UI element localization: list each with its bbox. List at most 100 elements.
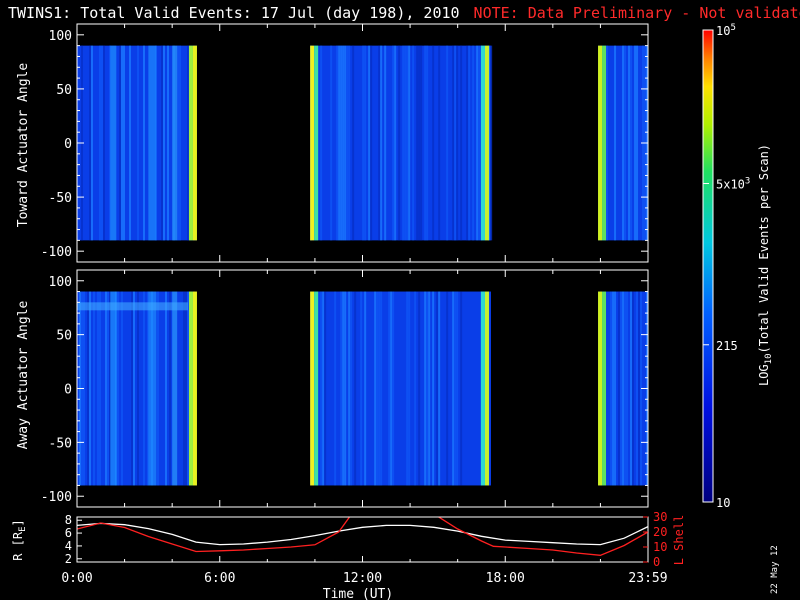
heatmap-stripe (424, 45, 427, 241)
heatmap-stripe (432, 291, 435, 486)
heatmap-stripe (165, 291, 167, 486)
heatmap-stripe (334, 291, 337, 486)
heatmap-stripe (121, 291, 123, 486)
toward-angle-ylabel: Toward Actuator Angle (16, 63, 31, 228)
heatmap-stripe (468, 45, 471, 241)
heatmap-stripe (466, 45, 469, 241)
heatmap-stripe (163, 45, 165, 241)
lshell-ylabel: L Shell (672, 515, 686, 566)
heatmap-stripe (322, 291, 325, 486)
heatmap-stripe (398, 45, 401, 241)
heatmap-stripe (320, 45, 323, 241)
heatmap-stripe (374, 291, 377, 486)
heatmap-stripe (109, 291, 111, 486)
heatmap-stripe (390, 291, 393, 486)
heatmap-stripe (436, 291, 439, 486)
heatmap-edge (314, 45, 319, 241)
lshell-series-line (77, 517, 648, 556)
colorbar-label: LOG10(Total Valid Events per Scan) (757, 144, 774, 386)
heatmap-stripe (169, 291, 171, 486)
away-angle-ylabel: Away Actuator Angle (16, 300, 31, 449)
heatmap-stripe (89, 291, 91, 486)
heatmap-stripe (148, 45, 157, 241)
heatmap-stripe (446, 291, 449, 486)
colorbar-tick-label: 215 (716, 339, 738, 353)
heatmap-stripe (634, 45, 637, 241)
heatmap-stripe (456, 45, 459, 241)
heatmap-stripe (87, 291, 89, 486)
away-angle-panel: 100 50 0 -50 -100 (41, 269, 649, 508)
heatmap-stripe (414, 291, 417, 486)
y-tick-label: 50 (56, 329, 72, 344)
heatmap-stripe (378, 291, 381, 486)
heatmap-stripe (614, 45, 617, 241)
heatmap-stripe (97, 291, 99, 486)
heatmap-stripe (143, 45, 145, 241)
heatmap-stripe (392, 45, 395, 241)
heatmap-stripe (110, 45, 117, 241)
heatmap-stripe (330, 45, 333, 241)
heatmap-stripe (394, 45, 397, 241)
radius-series-line (77, 522, 648, 546)
heatmap-stripe (412, 45, 415, 241)
heatmap-stripe (624, 291, 627, 486)
heatmap-stripe (77, 302, 188, 311)
y-tick-label: -100 (41, 490, 72, 505)
heatmap-stripe (630, 291, 633, 486)
y-tick-label: -100 (41, 245, 72, 260)
y-tick-label: 100 (49, 275, 72, 290)
heatmap-edge (192, 45, 197, 241)
y-tick-label-right: 20 (653, 525, 667, 539)
heatmap-stripe (364, 45, 367, 241)
heatmap-edge (484, 291, 489, 486)
heatmap-edge (188, 45, 193, 241)
heatmap-stripe (460, 291, 463, 486)
heatmap-stripe (348, 45, 351, 241)
heatmap-stripe (432, 45, 435, 241)
heatmap-stripe (93, 291, 95, 486)
heatmap-stripe (618, 291, 621, 486)
heatmap-stripe (420, 45, 423, 241)
y-tick-label: -50 (49, 191, 72, 206)
y-tick-label: 50 (56, 83, 72, 98)
heatmap-edge (192, 291, 197, 486)
heatmap-stripe (408, 45, 411, 241)
orbit-background (77, 517, 648, 562)
date-stamp: 22 May 12 (770, 545, 780, 594)
heatmap-stripe (148, 291, 157, 486)
heatmap-stripe (636, 45, 639, 241)
heatmap-stripe (476, 45, 479, 241)
y-tick-label-right: 0 (653, 555, 660, 569)
heatmap-stripe (91, 45, 93, 241)
colorbar-tick-label: 10 (716, 496, 730, 510)
heatmap-stripe (99, 45, 101, 241)
colorbar-tick-label: 5x103 (716, 177, 750, 192)
heatmap-stripe (612, 291, 615, 486)
heatmap-stripe (350, 291, 353, 486)
heatmap-stripe (406, 291, 409, 486)
heatmap-edge (314, 291, 319, 486)
y-tick-label: 100 (49, 29, 72, 44)
heatmap-stripe (352, 45, 355, 241)
heatmap-stripe (129, 45, 131, 241)
heatmap-stripe (340, 291, 343, 486)
heatmap-edge (310, 291, 315, 486)
heatmap-stripe (632, 291, 635, 486)
heatmap-stripe (402, 45, 405, 241)
heatmap-stripe (99, 291, 101, 486)
heatmap-stripe (636, 291, 639, 486)
heatmap-stripe (478, 45, 481, 241)
heatmap-stripe (438, 291, 441, 486)
heatmap-edge (310, 45, 315, 241)
heatmap-stripe (172, 45, 178, 241)
x-tick-label: 0:00 (61, 571, 92, 586)
x-tick-label: 12:00 (343, 571, 382, 586)
heatmap-stripe (380, 291, 383, 486)
heatmap-stripe (370, 45, 373, 241)
heatmap-edge (598, 291, 603, 486)
heatmap-stripe (172, 291, 178, 486)
x-tick-label: 23:59 (628, 571, 667, 586)
heatmap-stripe (147, 291, 149, 486)
